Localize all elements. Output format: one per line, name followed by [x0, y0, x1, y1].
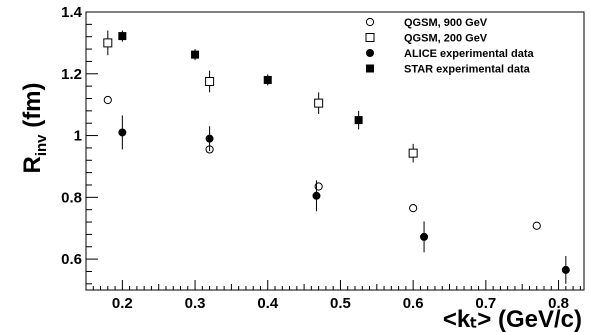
axis-ticks: [85, 11, 581, 290]
y-tick-label: 0.6: [61, 251, 82, 268]
y-tick-label: 1.2: [61, 66, 82, 83]
x-tick-label: 0.7: [475, 295, 496, 312]
x-tick-label: 0.5: [330, 295, 351, 312]
x-tick-label: 0.8: [548, 295, 569, 312]
y-axis-title: Rinv (fm): [19, 82, 50, 173]
data-point-marker: [365, 17, 375, 27]
data-point-marker: [263, 75, 272, 84]
x-tick-label: 0.6: [403, 295, 424, 312]
legend-item: ALICE experimental data: [366, 48, 534, 60]
legend-label: QGSM, 200 GeV: [404, 33, 488, 45]
data-point-marker: [561, 265, 570, 274]
data-point-marker: [366, 64, 374, 73]
y-axis-title-main: R: [19, 156, 46, 173]
y-axis-title-subscript: inv: [33, 134, 50, 156]
data-point: [532, 221, 541, 230]
data-point: [408, 143, 418, 163]
legend: QGSM, 900 GeV QGSM, 200 GeV ALICE experime…: [365, 17, 534, 76]
x-tick-label: 0.2: [112, 295, 133, 312]
data-point-marker: [314, 98, 324, 108]
x-axis-title: <kₜ> (GeV/c): [443, 306, 582, 332]
y-tick-label: 1: [74, 128, 82, 145]
data-point: [354, 110, 363, 130]
data-point-marker: [118, 32, 127, 41]
data-point-marker: [409, 204, 418, 213]
y-tick-label: 0.8: [61, 189, 82, 206]
data-point: [263, 74, 272, 86]
legend-label: ALICE experimental data: [404, 48, 534, 60]
data-point-marker: [103, 38, 113, 48]
y-tick-label: 1.4: [61, 4, 83, 21]
x-tick-label: 0.4: [257, 295, 279, 312]
data-point-marker: [532, 221, 541, 230]
legend-item: QGSM, 200 GeV: [365, 33, 488, 45]
legend-label: STAR experimental data: [404, 64, 531, 76]
data-point: [561, 256, 570, 284]
legend-item: STAR experimental data: [366, 64, 531, 76]
axis-tick-labels: 0.2 0.3 0.4 0.5 0.6 0.7 0.8 0.6 0.8 1 1.2 1.4: [61, 4, 569, 312]
x-tick-label: 0.3: [185, 295, 206, 312]
data-point: [103, 30, 113, 56]
y-axis-title-unit: (fm): [19, 82, 46, 134]
data-marks: [103, 30, 570, 284]
legend-item: QGSM, 900 GeV: [365, 17, 488, 29]
data-point-marker: [312, 191, 321, 200]
data-point-marker: [420, 232, 429, 241]
data-point: [118, 115, 127, 150]
data-point: [314, 92, 324, 114]
data-point: [191, 49, 200, 61]
legend-label: QGSM, 900 GeV: [404, 17, 488, 29]
data-point-marker: [205, 134, 214, 143]
data-point: [118, 30, 127, 42]
plot-frame: [85, 11, 585, 291]
data-point-marker: [205, 77, 215, 86]
data-point: [312, 180, 321, 212]
data-point-marker: [366, 49, 374, 57]
data-point-marker: [103, 95, 112, 105]
data-point-marker: [354, 116, 363, 125]
data-point: [103, 95, 112, 105]
data-point: [205, 126, 214, 151]
data-point-marker: [118, 128, 127, 137]
data-point: [409, 204, 418, 213]
data-point: [420, 221, 429, 253]
data-point: [205, 70, 215, 93]
data-point-marker: [365, 33, 375, 42]
data-point-marker: [408, 148, 418, 158]
data-point-marker: [191, 50, 200, 59]
